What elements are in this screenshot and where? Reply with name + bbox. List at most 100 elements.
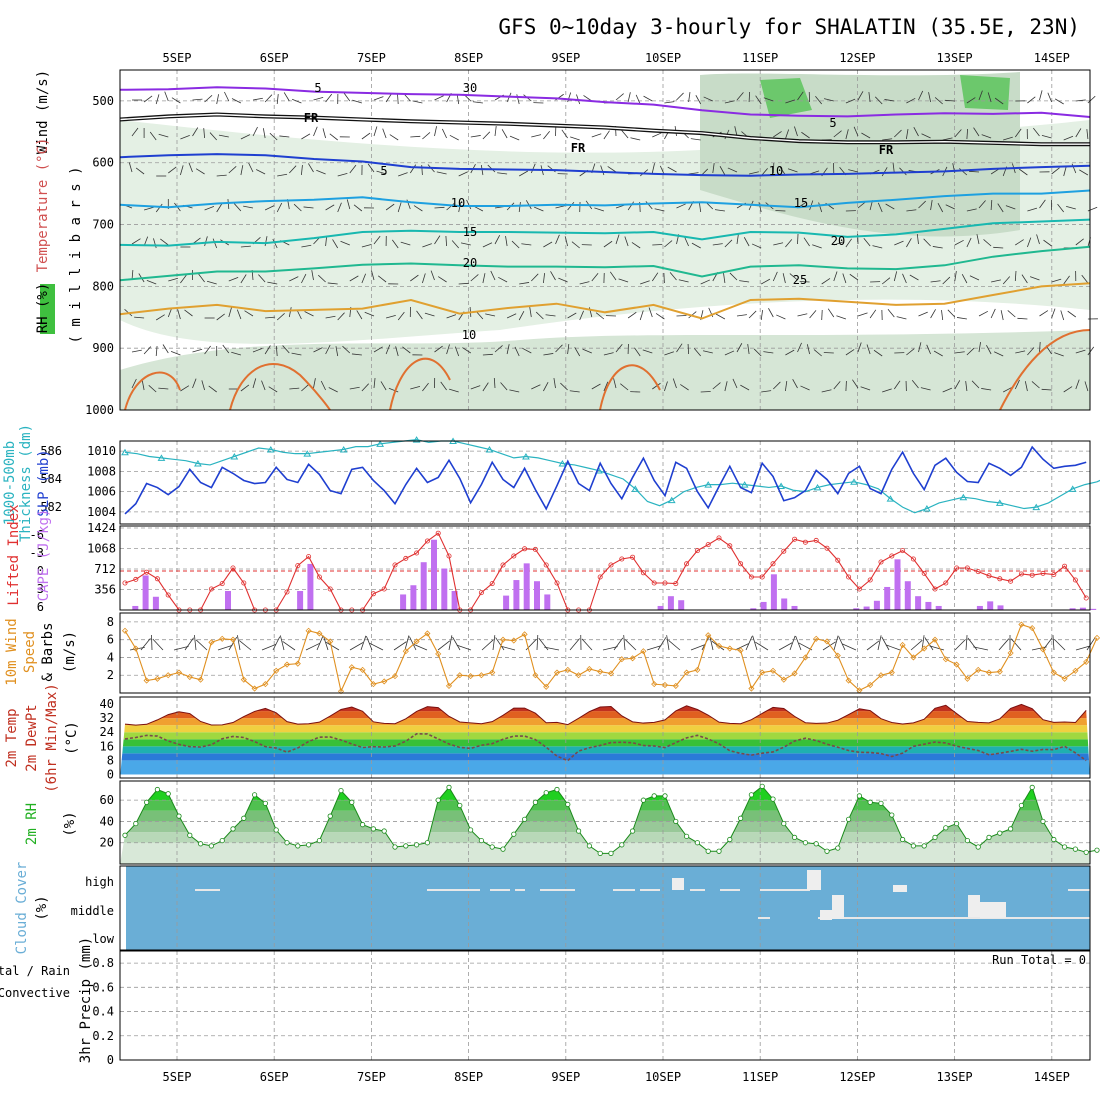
wind-barb bbox=[893, 271, 898, 282]
ylabel-thickness-1: 1000-500mb bbox=[2, 441, 18, 525]
lifted-marker bbox=[964, 565, 970, 571]
wind-barb bbox=[337, 173, 348, 177]
wind-barb bbox=[1060, 310, 1065, 321]
wind-barb bbox=[224, 91, 230, 102]
wind-barb bbox=[966, 208, 977, 212]
cape-bar bbox=[987, 601, 994, 610]
wind10m-barb bbox=[877, 635, 882, 651]
wind-barb bbox=[991, 279, 1001, 283]
cape-bar bbox=[770, 574, 777, 610]
wind-barb bbox=[131, 238, 141, 245]
lifted-marker bbox=[122, 580, 128, 586]
wind-barb bbox=[445, 235, 447, 247]
wind-barb bbox=[228, 277, 239, 282]
wind-barb bbox=[800, 385, 810, 391]
lifted-marker bbox=[532, 546, 538, 552]
wind-barb bbox=[440, 381, 447, 391]
panel-frame-li bbox=[119, 525, 1091, 611]
rh-band bbox=[120, 832, 1090, 843]
wind10m-marker bbox=[413, 638, 420, 645]
rh-marker bbox=[489, 844, 495, 850]
wind-barb bbox=[389, 134, 399, 141]
lifted-marker bbox=[554, 580, 560, 586]
cape-bar bbox=[873, 600, 880, 610]
wind-barb bbox=[1051, 167, 1060, 175]
wind-barb bbox=[519, 170, 529, 177]
wind-barb bbox=[216, 203, 223, 213]
wind-barb bbox=[289, 276, 299, 282]
wind-barb bbox=[416, 310, 423, 320]
wind-barb bbox=[482, 242, 493, 248]
lifted-marker bbox=[295, 563, 301, 569]
wind10m-marker bbox=[1029, 625, 1036, 632]
wind-barb bbox=[337, 202, 342, 213]
y-tick-cape: 1068 bbox=[87, 542, 116, 556]
wind10m-barb bbox=[789, 635, 796, 651]
wind-barb bbox=[906, 129, 909, 140]
wind-barb bbox=[894, 129, 902, 138]
wind10m-marker bbox=[759, 669, 766, 676]
wind-barb bbox=[860, 386, 871, 391]
y-tick-li: 3 bbox=[37, 582, 44, 596]
lifted-marker bbox=[230, 565, 236, 571]
wind-barb bbox=[1024, 381, 1028, 392]
wind-barb bbox=[155, 203, 163, 213]
wind-barb bbox=[928, 92, 931, 103]
wind-barb bbox=[797, 233, 799, 245]
ylabel-cloud-pct: (%) bbox=[34, 895, 50, 920]
wind-barb bbox=[676, 343, 683, 353]
thickness-marker bbox=[777, 482, 785, 490]
rh-marker bbox=[705, 848, 711, 854]
wind-barb bbox=[627, 92, 631, 103]
wind-barb bbox=[380, 381, 387, 391]
wind-barb bbox=[603, 130, 610, 140]
wind10m-barb bbox=[1086, 637, 1096, 651]
wind-barb bbox=[1067, 310, 1077, 318]
wind-barb bbox=[204, 345, 211, 355]
cape-bar bbox=[420, 562, 427, 610]
wind-barb bbox=[640, 280, 650, 285]
wind-barb bbox=[603, 381, 609, 392]
wind-barb bbox=[203, 128, 205, 139]
wind-barb bbox=[313, 97, 324, 101]
wind-barb bbox=[761, 278, 771, 285]
wind-barb bbox=[155, 314, 165, 321]
wind-barb bbox=[567, 312, 577, 319]
wind-barb bbox=[785, 129, 790, 140]
wind-barb bbox=[1075, 379, 1080, 390]
wind-barb bbox=[325, 204, 335, 211]
wind-barb bbox=[143, 95, 153, 103]
lifted-marker bbox=[727, 543, 733, 549]
wind10m-marker bbox=[953, 661, 960, 668]
wind-barb bbox=[1051, 308, 1056, 319]
wind-barb bbox=[550, 271, 556, 281]
wind-barb bbox=[881, 167, 888, 177]
wind-barb bbox=[961, 273, 968, 284]
wind-barb bbox=[240, 165, 244, 176]
wind-barb bbox=[635, 94, 641, 105]
y-tick-wind: 2 bbox=[107, 668, 114, 682]
wind-barb bbox=[325, 344, 331, 355]
wind-barb bbox=[1014, 270, 1017, 282]
wind-barb bbox=[815, 95, 823, 105]
wind-barb bbox=[882, 388, 892, 393]
lifted-marker bbox=[306, 554, 312, 560]
ylabel-lifted: Lifted Index bbox=[6, 504, 22, 605]
wind-barb bbox=[545, 314, 556, 317]
wind-barb bbox=[276, 313, 285, 321]
y-tick-cloud: high bbox=[85, 875, 114, 889]
wind-barb bbox=[782, 273, 786, 284]
wind10m-marker bbox=[489, 669, 496, 676]
wind-barb bbox=[918, 311, 928, 317]
wind-barb bbox=[990, 199, 993, 211]
wind-barb bbox=[748, 91, 751, 103]
wind-barb bbox=[409, 164, 417, 174]
wind-barb bbox=[206, 280, 217, 285]
cape-bar bbox=[544, 594, 551, 610]
wind-barb bbox=[773, 131, 782, 138]
wind10m-barb bbox=[1031, 646, 1047, 651]
temp-band bbox=[120, 739, 1090, 747]
wind-barb bbox=[615, 234, 620, 245]
wind-barb bbox=[252, 378, 257, 389]
wind-barb bbox=[821, 278, 831, 285]
